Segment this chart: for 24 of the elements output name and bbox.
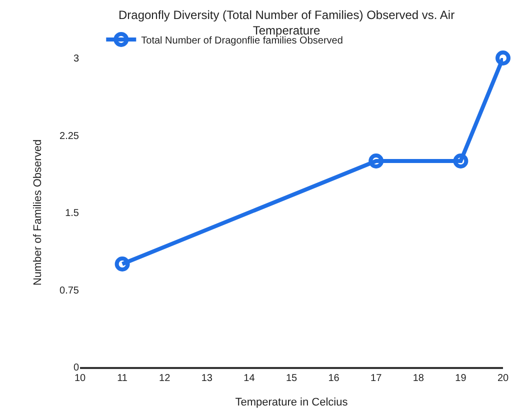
y-tick-label: 0 xyxy=(73,362,80,374)
x-tick-label: 12 xyxy=(159,373,171,384)
y-tick-label: 3 xyxy=(73,54,80,64)
x-tick-label: 16 xyxy=(328,373,340,384)
y-tick-label: 2.25 xyxy=(60,130,80,142)
x-tick-label: 17 xyxy=(370,373,382,384)
x-tick-label: 20 xyxy=(497,373,509,384)
point xyxy=(496,50,510,66)
point xyxy=(453,154,468,168)
x-tick-label: 19 xyxy=(455,373,467,384)
x-tick-label: 11 xyxy=(117,373,128,384)
chart-title: Dragonfly Diversity (Total Number of Families) Observed vs. Air Temperature xyxy=(118,8,455,38)
x-tick-label: 13 xyxy=(201,373,213,384)
y-axis-title: Number of Families Observed xyxy=(32,139,44,286)
x-tick-label: 10 xyxy=(74,373,86,384)
legend-label: Total Number of Dragonflie families Observed xyxy=(141,35,343,46)
x-axis-title: Temperature in Celcius xyxy=(235,396,348,409)
x-tick-label: 18 xyxy=(412,373,424,384)
x-tick-label: 14 xyxy=(244,373,256,384)
point xyxy=(114,256,130,272)
x-tick-label: 15 xyxy=(286,373,298,384)
y-tick-label: 0.75 xyxy=(60,285,80,296)
y-tick-label: 1.5 xyxy=(65,208,80,219)
point xyxy=(368,154,384,168)
